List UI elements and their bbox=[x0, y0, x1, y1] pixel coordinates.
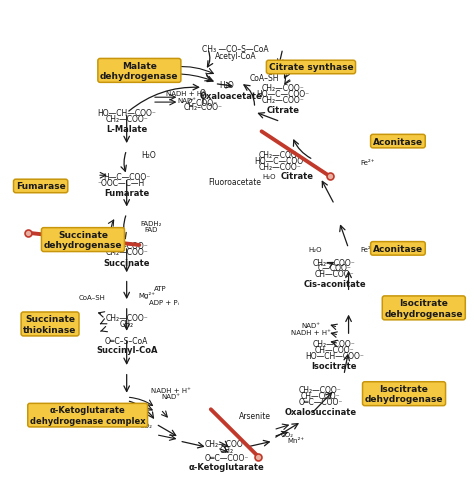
Text: NAD⁺: NAD⁺ bbox=[301, 323, 320, 329]
Text: CH₂—COO⁻: CH₂—COO⁻ bbox=[105, 242, 148, 251]
Text: FAD: FAD bbox=[145, 226, 158, 232]
Text: Succinate
thiokinase: Succinate thiokinase bbox=[23, 315, 77, 334]
Text: C–COO⁻: C–COO⁻ bbox=[188, 99, 218, 107]
Text: Mg²⁺: Mg²⁺ bbox=[139, 292, 156, 299]
Text: Succinate
dehydrogenase: Succinate dehydrogenase bbox=[44, 230, 122, 250]
Text: Arsenite: Arsenite bbox=[238, 411, 271, 420]
Text: FADH₂: FADH₂ bbox=[140, 220, 162, 226]
Text: CH—COO⁻: CH—COO⁻ bbox=[315, 270, 354, 279]
Text: NAD⁺: NAD⁺ bbox=[177, 98, 196, 103]
Text: Fe²⁺: Fe²⁺ bbox=[360, 159, 374, 165]
Text: Fe²⁺: Fe²⁺ bbox=[360, 247, 374, 253]
Text: NADH + H⁺: NADH + H⁺ bbox=[151, 387, 191, 393]
Text: CO₂: CO₂ bbox=[281, 431, 294, 437]
Text: Fumarate: Fumarate bbox=[104, 188, 149, 198]
Text: CH₂—COO⁻: CH₂—COO⁻ bbox=[105, 248, 148, 257]
Text: ‖: ‖ bbox=[201, 94, 205, 102]
Text: HO—CH—COO⁻: HO—CH—COO⁻ bbox=[305, 351, 364, 360]
Text: H₂O: H₂O bbox=[219, 81, 234, 90]
Text: α-Ketoglutarate
dehydrogenase complex: α-Ketoglutarate dehydrogenase complex bbox=[30, 406, 146, 425]
Text: CH₂–COO⁻: CH₂–COO⁻ bbox=[183, 103, 222, 112]
Text: CH₂—COO⁻: CH₂—COO⁻ bbox=[313, 339, 356, 348]
Text: O═C—COO⁻: O═C—COO⁻ bbox=[298, 397, 343, 406]
Text: CH₂—COO⁻: CH₂—COO⁻ bbox=[259, 151, 302, 160]
Text: Isocitrate
dehydrogenase: Isocitrate dehydrogenase bbox=[384, 299, 463, 318]
Text: Citrate: Citrate bbox=[280, 171, 313, 181]
Text: CH₂: CH₂ bbox=[219, 445, 233, 454]
Text: CH₂—COO⁻: CH₂—COO⁻ bbox=[259, 163, 302, 172]
Text: Mn²⁺: Mn²⁺ bbox=[287, 438, 304, 444]
Text: Isocitrate: Isocitrate bbox=[312, 361, 357, 370]
Text: Citrate synthase: Citrate synthase bbox=[269, 63, 353, 72]
Text: O═C–S–CoA: O═C–S–CoA bbox=[105, 336, 148, 345]
Text: HO—CH—COO⁻: HO—CH—COO⁻ bbox=[97, 109, 156, 118]
Text: Malate
dehydrogenase: Malate dehydrogenase bbox=[100, 61, 179, 81]
Text: CH₂: CH₂ bbox=[119, 319, 134, 328]
Text: CH₂—COO⁻: CH₂—COO⁻ bbox=[105, 115, 148, 124]
Text: ⁻OOC—C—H: ⁻OOC—C—H bbox=[98, 179, 145, 188]
Text: H₂O: H₂O bbox=[263, 174, 276, 180]
Text: Fluoroacetate: Fluoroacetate bbox=[208, 177, 261, 186]
Text: Succinate: Succinate bbox=[103, 258, 150, 267]
Text: CoA–SH: CoA–SH bbox=[114, 407, 141, 413]
Text: Oxalosuccinate: Oxalosuccinate bbox=[284, 407, 356, 416]
Text: HO—C—COO⁻: HO—C—COO⁻ bbox=[254, 157, 307, 166]
Text: CH—COO⁻: CH—COO⁻ bbox=[301, 391, 340, 400]
Text: NADH + H⁺: NADH + H⁺ bbox=[166, 91, 206, 97]
Text: Isocitrate
dehydrogenase: Isocitrate dehydrogenase bbox=[365, 384, 443, 404]
Text: CoA–SH: CoA–SH bbox=[79, 295, 106, 301]
Text: CoA–SH: CoA–SH bbox=[249, 74, 279, 83]
Text: CH₂—COO⁻: CH₂—COO⁻ bbox=[313, 258, 356, 267]
Text: Cis-aconitate: Cis-aconitate bbox=[303, 280, 366, 289]
Text: CH₂—COO⁻: CH₂—COO⁻ bbox=[261, 96, 304, 104]
Text: CH₂—COO⁻: CH₂—COO⁻ bbox=[299, 386, 342, 394]
Text: Aconitase: Aconitase bbox=[373, 244, 423, 253]
Text: CO₂: CO₂ bbox=[140, 422, 153, 428]
Text: ADP + Pᵢ: ADP + Pᵢ bbox=[149, 299, 179, 305]
Text: Oxaloacetate: Oxaloacetate bbox=[200, 92, 263, 101]
Text: CH₂—COO⁻: CH₂—COO⁻ bbox=[261, 84, 304, 93]
Text: ATP: ATP bbox=[154, 286, 167, 292]
Text: Aconitase: Aconitase bbox=[373, 137, 423, 146]
Text: O: O bbox=[200, 89, 206, 98]
Text: C—COO⁻: C—COO⁻ bbox=[318, 264, 351, 273]
Text: L-Malate: L-Malate bbox=[106, 125, 147, 134]
Text: H—C—COO⁻: H—C—COO⁻ bbox=[103, 173, 150, 182]
Text: Citrate: Citrate bbox=[266, 106, 299, 115]
Text: Acetyl-CoA: Acetyl-CoA bbox=[215, 52, 256, 61]
Text: Succinyl-CoA: Succinyl-CoA bbox=[96, 345, 157, 354]
Text: H₂O: H₂O bbox=[141, 151, 156, 160]
Text: H₂O: H₂O bbox=[308, 247, 321, 253]
Text: NADH + H⁺: NADH + H⁺ bbox=[291, 329, 331, 336]
Text: Fumarase: Fumarase bbox=[16, 182, 65, 191]
Text: HO—C—COO⁻: HO—C—COO⁻ bbox=[256, 90, 310, 99]
Text: CH₂—COO⁻: CH₂—COO⁻ bbox=[105, 313, 148, 323]
Text: NAD⁺: NAD⁺ bbox=[161, 393, 181, 399]
Text: α-Ketoglutarate: α-Ketoglutarate bbox=[189, 462, 264, 471]
Text: CH—COO⁻: CH—COO⁻ bbox=[315, 345, 354, 354]
Text: O═C—COO⁻: O═C—COO⁻ bbox=[204, 453, 248, 462]
Text: CH₂—COO⁻: CH₂—COO⁻ bbox=[205, 439, 248, 448]
Text: CH₃ —CO–S—CoA: CH₃ —CO–S—CoA bbox=[202, 45, 269, 54]
